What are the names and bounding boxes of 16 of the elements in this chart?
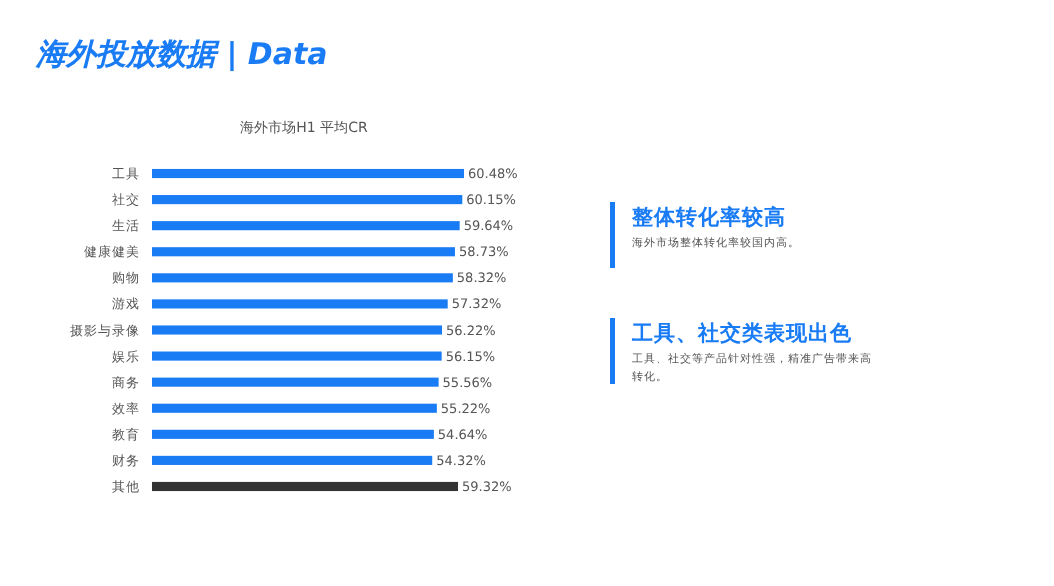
bar [152,429,434,439]
bar [152,168,464,179]
text: 整体转化率较高 [630,204,786,230]
bar [152,351,442,361]
text: 工具、社交类表现出色 [630,320,854,346]
bar [152,403,437,413]
bar [152,195,463,205]
bar [152,377,439,387]
bar [152,247,455,257]
bar [152,455,433,465]
bar [152,299,448,309]
bar [152,481,459,492]
chart-title: 海外投放数据 | Data [34,36,328,72]
bar [152,273,453,283]
bar [152,325,443,335]
bar [152,221,460,231]
